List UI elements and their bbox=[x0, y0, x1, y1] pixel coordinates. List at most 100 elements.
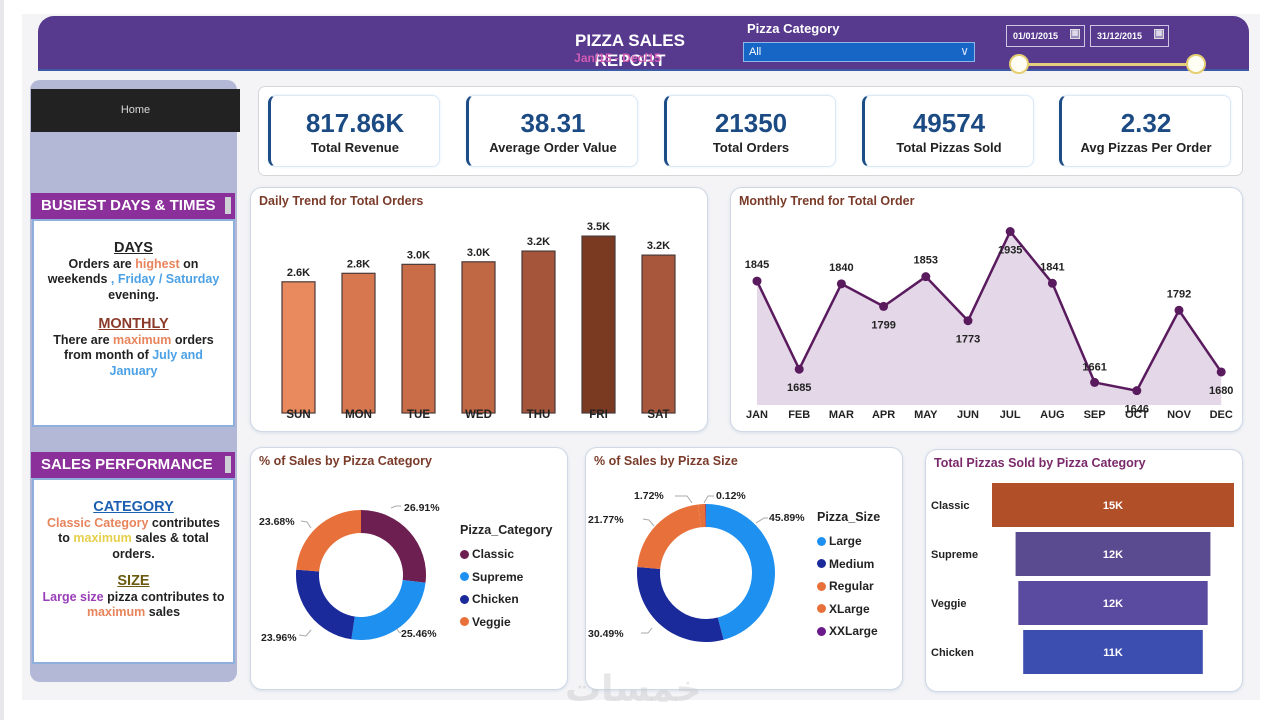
bar-sat bbox=[641, 254, 676, 414]
leader-line bbox=[703, 495, 714, 504]
kpi-label: Total Pizzas Sold bbox=[896, 140, 1002, 155]
watermark: خمسات bbox=[565, 668, 702, 709]
highlight: July and January bbox=[109, 348, 203, 378]
data-point-dec bbox=[1216, 367, 1226, 377]
section-title: SALES PERFORMANCE bbox=[41, 456, 213, 473]
pizza-category-dropdown[interactable]: All ∨ bbox=[743, 42, 975, 62]
legend-label: Classic bbox=[472, 547, 515, 562]
legend-title: Pizza_Size bbox=[817, 510, 881, 524]
data-label: 1680 bbox=[1209, 385, 1233, 397]
slice-classic bbox=[361, 510, 426, 583]
funnel-bar-chicken bbox=[1023, 630, 1203, 674]
data-label: 1661 bbox=[1082, 361, 1106, 373]
kpi-label: Total Revenue bbox=[311, 140, 399, 155]
legend-item-xxlarge[interactable]: XXLarge bbox=[817, 620, 880, 643]
data-label: 12K bbox=[1103, 598, 1123, 610]
kpi-total-revenue: 817.86K Total Revenue bbox=[268, 95, 440, 167]
category-label: Chicken bbox=[931, 647, 974, 659]
x-tick-label: FRI bbox=[589, 409, 608, 421]
data-point-apr bbox=[879, 301, 889, 311]
x-tick-label: SAT bbox=[647, 409, 669, 421]
x-tick-label: MON bbox=[345, 409, 372, 421]
legend-item-large[interactable]: Large bbox=[817, 530, 880, 553]
legend-label: Chicken bbox=[472, 592, 519, 607]
legend-item-supreme[interactable]: Supreme bbox=[460, 566, 552, 589]
calendar-icon[interactable]: ▦ bbox=[1154, 29, 1164, 39]
kpi-value: 38.31 bbox=[520, 108, 586, 138]
date-range-start-handle[interactable] bbox=[1009, 54, 1029, 74]
legend-item-xlarge[interactable]: XLarge bbox=[817, 598, 880, 621]
home-button[interactable]: Home bbox=[31, 89, 240, 132]
kpi-value: 817.86K bbox=[305, 108, 405, 138]
calendar-icon[interactable]: ▦ bbox=[1070, 29, 1080, 39]
pizzas-sold-by-category-chart[interactable]: Total Pizzas Sold by Pizza Category 15K C… bbox=[925, 449, 1243, 692]
bar-thu bbox=[521, 250, 556, 414]
sales-by-category-chart[interactable]: % of Sales by Pizza Category 26.91% 25.46… bbox=[250, 447, 568, 690]
text: on weekends bbox=[47, 256, 199, 287]
daily-trend-plot: 2.6K SUN 2.8K MON 3.0K TUE 3.0K WED 3.2K THU 3.5K F… bbox=[281, 221, 676, 421]
scrollbar[interactable] bbox=[225, 456, 231, 473]
slice-veggie bbox=[296, 510, 361, 572]
sales-by-size-chart[interactable]: % of Sales by Pizza Size 45.89% 30.49% 21.… bbox=[585, 447, 903, 690]
bar-wed bbox=[461, 261, 496, 414]
data-label: 1773 bbox=[956, 334, 980, 346]
kpi-average-order-value: 38.31 Average Order Value bbox=[466, 95, 638, 167]
bar-mon bbox=[341, 272, 376, 414]
legend-label: XLarge bbox=[829, 601, 870, 616]
chevron-down-icon: ∨ bbox=[960, 44, 969, 58]
data-point-mar bbox=[836, 279, 846, 289]
legend-marker bbox=[460, 549, 469, 559]
category-funnel: 15K Classic 12K Supreme 12K Veggie 11K Chicken bbox=[931, 483, 1234, 674]
slice-label: 26.91% bbox=[404, 502, 440, 514]
data-label: 1845 bbox=[745, 259, 769, 271]
legend-label: Veggie bbox=[472, 614, 511, 629]
x-tick-label: WED bbox=[465, 409, 492, 421]
legend-item-veggie[interactable]: Veggie bbox=[460, 611, 552, 634]
size-legend: Pizza_Size Large Medium Regular XLarge XXLar… bbox=[817, 510, 880, 643]
sales-performance-textbox: CATEGORY Classic Category contributes to… bbox=[32, 478, 235, 664]
data-point-may bbox=[921, 272, 931, 282]
kpi-label: Average Order Value bbox=[489, 140, 617, 155]
slice-label: 30.49% bbox=[588, 628, 624, 640]
highlight: highest bbox=[135, 256, 180, 271]
text: sales & total orders. bbox=[112, 531, 209, 561]
date-range-slider-track[interactable] bbox=[1020, 63, 1196, 66]
data-label: 3.0K bbox=[407, 249, 430, 261]
data-label: 2.6K bbox=[287, 267, 310, 279]
data-label: 1935 bbox=[998, 245, 1022, 257]
monthly-trend-chart[interactable]: Monthly Trend for Total Order 1845 JAN 168… bbox=[730, 187, 1243, 432]
legend-item-medium[interactable]: Medium bbox=[817, 553, 880, 576]
start-date-input[interactable]: 01/01/2015 ▦ bbox=[1006, 25, 1085, 47]
leader-line bbox=[675, 495, 693, 504]
daily-trend-chart[interactable]: Daily Trend for Total Orders 2.6K SUN 2.8K… bbox=[250, 187, 708, 432]
page-edge bbox=[0, 0, 4, 720]
text: pizza contributes to bbox=[103, 589, 225, 604]
category-label: Veggie bbox=[931, 598, 966, 610]
size-donut: 45.89% 30.49% 21.77% 1.72% 0.12% bbox=[588, 490, 805, 642]
legend-item-classic[interactable]: Classic bbox=[460, 543, 552, 566]
chart-title: Total Pizzas Sold by Pizza Category bbox=[934, 456, 1146, 470]
chart-title: % of Sales by Pizza Size bbox=[594, 454, 738, 468]
report-period: Jan/15 - Dec/15 bbox=[574, 51, 661, 65]
busiest-days-textbox: DAYS Orders are highest on weekends , Fr… bbox=[32, 219, 235, 427]
x-tick-label: JUL bbox=[1000, 409, 1021, 421]
slice-label: 23.96% bbox=[261, 632, 297, 644]
data-label: 1646 bbox=[1125, 404, 1149, 416]
legend-item-chicken[interactable]: Chicken bbox=[460, 588, 552, 611]
scrollbar[interactable] bbox=[225, 197, 231, 214]
legend-item-regular[interactable]: Regular bbox=[817, 575, 880, 598]
slice-label: 0.12% bbox=[716, 490, 746, 502]
date-range-end-handle[interactable] bbox=[1186, 54, 1206, 74]
slice-label: 1.72% bbox=[634, 490, 664, 502]
slice-regular bbox=[637, 504, 701, 569]
text: Orders are bbox=[68, 256, 136, 271]
end-date-input[interactable]: 31/12/2015 ▦ bbox=[1090, 25, 1169, 47]
data-label: 1853 bbox=[914, 255, 938, 267]
monthly-heading: MONTHLY bbox=[98, 316, 169, 332]
text: contributes to bbox=[58, 515, 220, 546]
category-label: Classic bbox=[931, 500, 970, 512]
legend-label: Supreme bbox=[472, 569, 524, 584]
size-heading: SIZE bbox=[117, 573, 150, 589]
kpi-avg-pizzas-per-order: 2.32 Avg Pizzas Per Order bbox=[1059, 95, 1231, 167]
x-tick-label: SUN bbox=[286, 409, 310, 421]
